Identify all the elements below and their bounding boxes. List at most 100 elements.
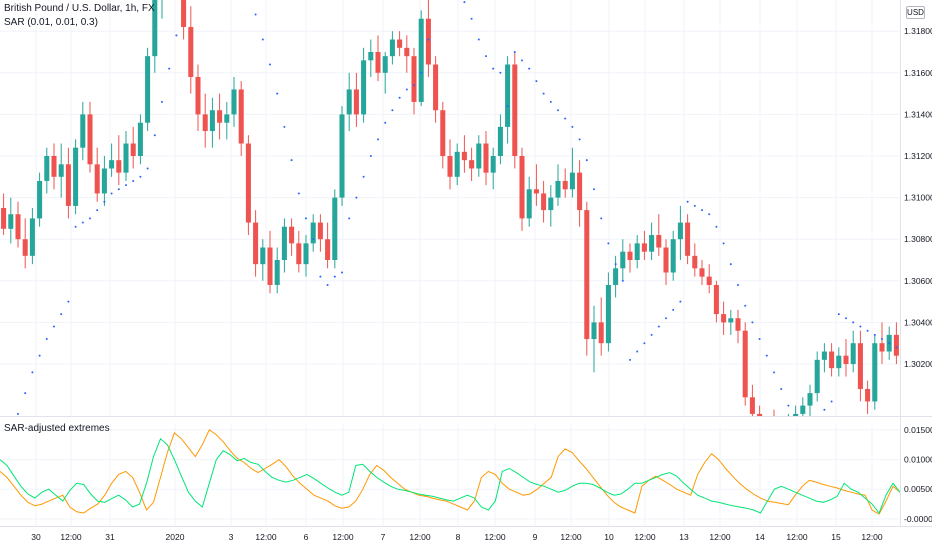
- candle-body: [58, 164, 64, 177]
- sar-point: [866, 329, 869, 332]
- candle-body: [433, 64, 439, 111]
- symbol-title: British Pound / U.S. Dollar, 1h, FX: [4, 3, 155, 14]
- indicator-lines: [0, 429, 900, 515]
- sar-point: [513, 51, 516, 53]
- candle-body: [188, 27, 194, 77]
- sar-point: [24, 392, 27, 395]
- candle-body: [641, 243, 647, 252]
- candle-body: [713, 284, 719, 315]
- sar-point: [369, 155, 372, 157]
- candle-body: [231, 89, 237, 115]
- sar-point: [146, 167, 149, 170]
- candle-body: [51, 156, 57, 177]
- sar-point: [341, 271, 343, 274]
- sar-point: [506, 105, 509, 108]
- sar-point: [74, 225, 77, 228]
- sar-point: [852, 321, 855, 324]
- sar-point: [463, 1, 466, 4]
- sar-point: [693, 204, 696, 207]
- candle-body: [87, 114, 93, 165]
- sar-point: [859, 325, 862, 328]
- candle-body: [821, 351, 827, 360]
- candle-body: [656, 235, 662, 248]
- sar-point: [614, 263, 617, 266]
- sar-point: [17, 412, 19, 415]
- candle-body: [728, 318, 734, 323]
- time-tick-label: 8: [456, 532, 461, 542]
- sar-point: [571, 125, 574, 128]
- time-tick-label: 6: [304, 532, 309, 542]
- candle-body: [80, 114, 86, 148]
- candle-body: [152, 0, 158, 57]
- candles-group: [1, 0, 899, 439]
- price-tick-label: 1.30600: [904, 276, 932, 286]
- sar-point: [333, 275, 336, 278]
- sar-point: [312, 238, 315, 241]
- candle-body: [541, 193, 547, 211]
- sar-point: [585, 159, 588, 162]
- candle-body: [598, 322, 604, 344]
- candle-body: [677, 222, 683, 240]
- candle-body: [317, 222, 323, 240]
- time-tick-label: 12:00: [484, 532, 506, 542]
- sar-point: [168, 67, 171, 70]
- time-tick-label: 2020: [166, 532, 185, 542]
- sar-point: [276, 92, 279, 95]
- candle-body: [555, 180, 561, 198]
- candle-body: [137, 122, 143, 156]
- sar-point: [117, 188, 120, 191]
- sar-point: [362, 175, 365, 178]
- sar-point: [657, 325, 660, 328]
- candle-body: [829, 351, 835, 369]
- candle-body: [145, 56, 151, 123]
- time-tick-label: 31: [105, 532, 115, 542]
- candle-body: [779, 431, 784, 439]
- sar-point: [816, 421, 818, 423]
- currency-badge[interactable]: USD: [906, 6, 925, 19]
- sar-point: [269, 63, 271, 66]
- indicator-tick-label: 0.01000: [904, 455, 932, 465]
- candle-body: [195, 76, 201, 115]
- sar-point: [38, 354, 41, 357]
- candle-body: [699, 268, 705, 277]
- candle-body: [742, 330, 748, 398]
- sar-point: [729, 263, 732, 266]
- candle-body: [591, 322, 597, 340]
- candle-body: [721, 314, 727, 323]
- sar-point: [679, 300, 682, 303]
- price-tick-label: 1.31800: [904, 26, 932, 36]
- candle-body: [289, 226, 295, 244]
- sar-point: [283, 125, 286, 128]
- sar-point: [873, 333, 876, 336]
- candle-body: [73, 147, 79, 206]
- candle-body: [584, 210, 590, 340]
- candle-body: [209, 110, 215, 132]
- sar-point: [636, 350, 639, 353]
- indicator-panel-title: SAR-adjusted extremes: [4, 423, 110, 434]
- indicator-line-green: [0, 437, 900, 514]
- candle-body: [181, 0, 187, 28]
- time-tick-label: 12:00: [709, 532, 731, 542]
- sar-point: [708, 213, 711, 216]
- sar-point: [780, 387, 783, 390]
- time-tick-label: 12:00: [60, 532, 82, 542]
- sar-point: [67, 300, 70, 303]
- candle-body: [217, 110, 223, 123]
- candle-body: [461, 151, 467, 161]
- candle-body: [281, 226, 287, 260]
- sar-point: [305, 217, 307, 220]
- candle-body: [339, 114, 345, 198]
- time-tick-label: 9: [533, 532, 538, 542]
- sar-point: [593, 188, 595, 191]
- candle-body: [749, 397, 755, 414]
- candle-body: [469, 160, 475, 169]
- candle-body: [130, 143, 136, 156]
- sar-point: [607, 242, 610, 245]
- candle-body: [764, 426, 769, 434]
- sar-point: [737, 283, 739, 286]
- candle-body: [497, 126, 503, 156]
- candle-body: [224, 114, 230, 123]
- sar-point: [542, 92, 545, 95]
- sar-point: [103, 200, 106, 203]
